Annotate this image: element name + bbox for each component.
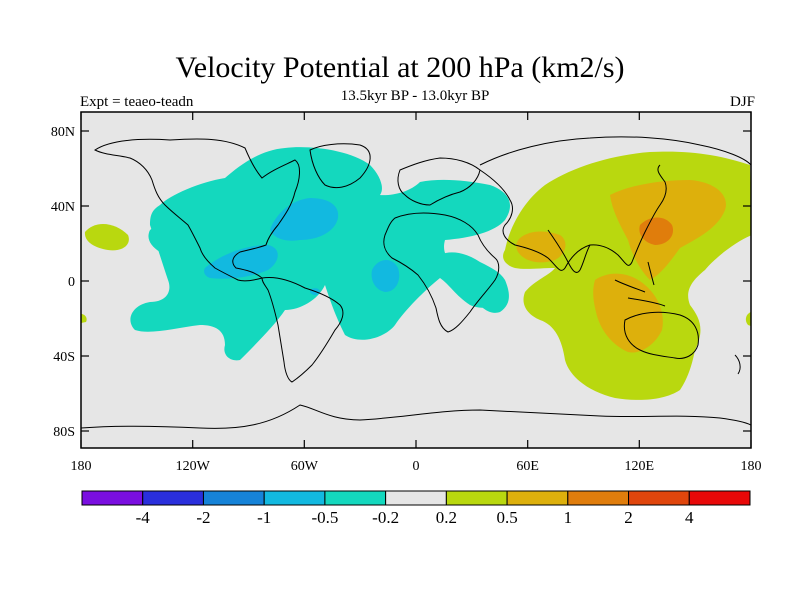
contour-pos-strong-westpacific xyxy=(639,217,674,245)
colorbar-swatch xyxy=(628,490,690,506)
x-tick-label: 120E xyxy=(625,459,655,474)
colorbar-swatch xyxy=(142,490,204,506)
y-tick-label: 40N xyxy=(51,200,75,215)
colorbar-swatch xyxy=(445,490,508,506)
y-tick-label: 0 xyxy=(68,275,75,290)
coast-antarctica xyxy=(81,404,751,429)
colorbar-label: -1 xyxy=(257,508,271,527)
colorbar-label: -0.5 xyxy=(311,508,338,527)
coast-north-america xyxy=(94,138,300,282)
colorbar-swatch xyxy=(688,490,751,506)
contour-neg-mid-caribbean xyxy=(204,245,278,279)
chart-title: Velocity Potential at 200 hPa (km2/s) xyxy=(175,51,625,84)
colorbar-label: 4 xyxy=(685,508,694,527)
colorbar-label: -4 xyxy=(136,508,151,527)
contour-fills xyxy=(81,147,751,400)
colorbar-label: 0.2 xyxy=(436,508,457,527)
colorbar-swatch xyxy=(567,490,630,506)
colorbar-swatch xyxy=(81,490,144,506)
colorbar-swatch xyxy=(506,490,569,506)
contour-negative-atlantic-americas xyxy=(130,147,510,361)
y-axis: 80N 40N 0 40S 80S xyxy=(51,125,751,440)
colorbar: -4 -2 -1 -0.5 -0.2 0.2 0.5 1 2 4 xyxy=(81,490,751,527)
coast-maritime xyxy=(614,261,666,307)
x-tick-label: 60W xyxy=(291,459,319,474)
chart-subtitle: 13.5kyr BP - 13.0kyr BP xyxy=(340,88,490,104)
colorbar-swatch xyxy=(324,490,387,506)
coast-india xyxy=(547,229,591,273)
colorbar-label: 2 xyxy=(624,508,633,527)
colorbar-swatch xyxy=(263,490,326,506)
contour-neg-mid-northatlantic xyxy=(270,198,339,241)
colorbar-label: -2 xyxy=(196,508,210,527)
colorbar-label: 1 xyxy=(564,508,573,527)
colorbar-label: 0.5 xyxy=(496,508,517,527)
contour-positive-eastpacific xyxy=(84,224,129,251)
contour-positive-edge-left xyxy=(81,314,87,323)
colorbar-label: -0.2 xyxy=(372,508,399,527)
coast-africa xyxy=(383,212,500,333)
season-label: DJF xyxy=(729,94,755,110)
colorbar-swatch xyxy=(385,490,447,506)
experiment-label: Expt = teaeo-teadn xyxy=(80,94,194,110)
colorbar-swatch xyxy=(202,490,265,506)
x-tick-label: 180 xyxy=(741,459,762,474)
y-tick-label: 80S xyxy=(53,425,75,440)
coast-greenland xyxy=(309,143,371,189)
x-axis: 180 120W 60W 0 60E 120E 180 xyxy=(71,112,762,474)
contour-negative-eurasia-south xyxy=(440,252,509,313)
coast-south-america xyxy=(261,277,344,383)
coast-europe xyxy=(397,157,481,206)
coast-newzealand xyxy=(734,354,741,375)
coast-australia xyxy=(623,311,699,359)
contour-neg-mid-africa xyxy=(371,259,400,292)
contour-pos-mid-indian xyxy=(516,231,566,263)
contour-neg-pacific-east xyxy=(148,224,181,255)
x-tick-label: 180 xyxy=(71,459,92,474)
coastlines xyxy=(81,136,751,429)
y-tick-label: 80N xyxy=(51,125,75,140)
contour-positive-edge-right xyxy=(745,312,751,326)
x-tick-label: 120W xyxy=(176,459,211,474)
contour-pos-mid-maritime xyxy=(593,273,663,353)
x-tick-label: 0 xyxy=(413,459,420,474)
y-tick-label: 40S xyxy=(53,350,75,365)
x-tick-label: 60E xyxy=(516,459,539,474)
